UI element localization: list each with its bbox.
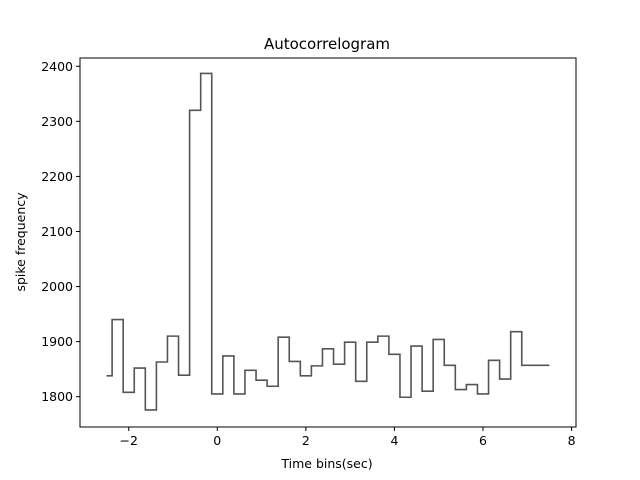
x-tick-label: 4: [390, 433, 398, 448]
plot-area: [79, 57, 577, 428]
y-tick-label: 1900: [41, 334, 73, 349]
y-axis-label: spike frequency: [13, 192, 28, 292]
y-tick-label: 2000: [41, 279, 73, 294]
x-tick-label: −2: [119, 433, 137, 448]
series-line: [106, 72, 550, 411]
chart-title: Autocorrelogram: [264, 35, 390, 53]
y-tick-label: 1800: [41, 389, 73, 404]
y-tick-label: 2400: [41, 59, 73, 74]
x-axis: −2 0 2 4 6 8: [119, 427, 576, 448]
y-tick-label: 2100: [41, 224, 73, 239]
y-tick-label: 2200: [41, 169, 73, 184]
x-tick-label: 0: [213, 433, 221, 448]
x-tick-label: 8: [568, 433, 576, 448]
y-tick-label: 2300: [41, 114, 73, 129]
y-axis: 1800 1900 2000 2100 2200 2300 2400: [41, 59, 80, 404]
x-tick-label: 6: [479, 433, 487, 448]
series-layer: [106, 72, 550, 411]
x-tick-label: 2: [302, 433, 310, 448]
x-axis-label: Time bins(sec): [280, 456, 372, 471]
